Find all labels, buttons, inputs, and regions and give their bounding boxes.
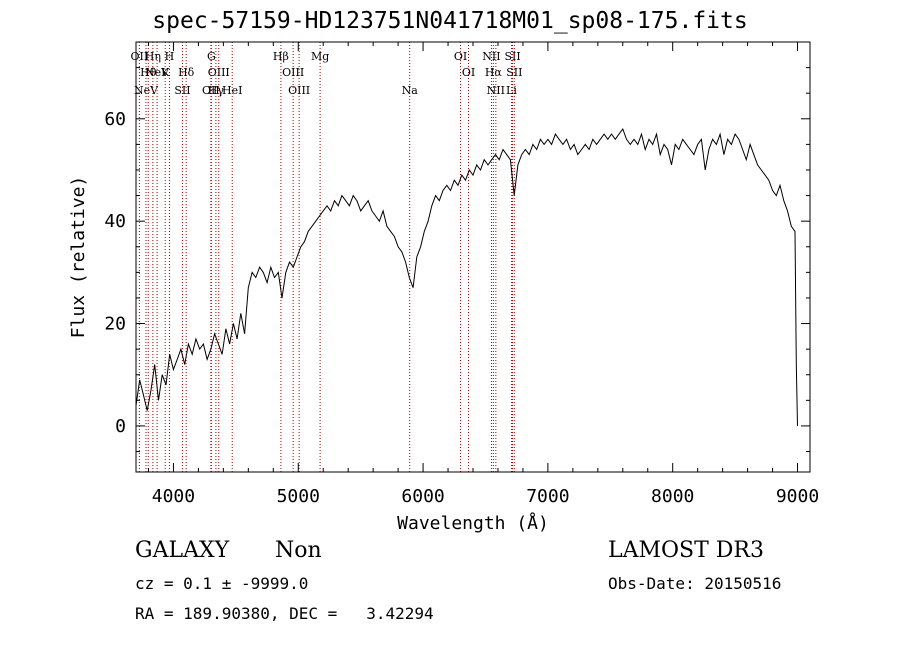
object-subclass: Non <box>275 538 322 563</box>
emission-line-label: OIII <box>208 66 230 79</box>
emission-line-label: NII <box>482 50 500 63</box>
y-tick-label: 0 <box>115 416 126 437</box>
emission-line-label: OII <box>131 50 149 63</box>
emission-line-label: H <box>165 50 175 63</box>
emission-line-label: NeV <box>134 84 159 97</box>
emission-line-label: Mg <box>311 50 329 63</box>
emission-line-label: Hδ <box>178 66 195 79</box>
survey-label: LAMOST DR3 <box>608 538 764 563</box>
emission-line-label: K <box>161 66 170 79</box>
emission-line-label: Na <box>402 84 419 97</box>
emission-line-label: NeV <box>145 66 170 79</box>
emission-line-label: SII <box>504 50 520 63</box>
emission-line-label: SII <box>174 84 190 97</box>
chart-title: spec-57159-HD123751N041718M01_sp08-175.f… <box>152 8 748 34</box>
x-tick-label: 9000 <box>776 486 819 507</box>
emission-line-label: NII <box>487 84 505 97</box>
y-tick-label: 60 <box>104 109 126 130</box>
emission-line-label: SII <box>506 66 522 79</box>
spectrum-line <box>135 127 798 426</box>
emission-line-label: HeI <box>222 84 242 97</box>
emission-line-label: Li <box>506 84 517 97</box>
emission-line-label: Hα <box>485 66 503 79</box>
emission-line-label: Hβ <box>273 50 289 63</box>
emission-line-label: Hθ <box>140 66 157 79</box>
plot-frame <box>135 41 811 473</box>
y-tick-label: 20 <box>104 314 126 335</box>
obs-date-label: Obs-Date: 20150516 <box>608 574 782 593</box>
x-tick-label: 8000 <box>651 486 694 507</box>
emission-line-label: OI <box>462 66 475 79</box>
x-tick-label: 6000 <box>401 486 444 507</box>
emission-line-label: OI <box>454 50 467 63</box>
y-axis-label: Flux (relative) <box>68 176 89 339</box>
emission-line-label: Hη <box>145 50 161 63</box>
emission-line-label: G <box>207 50 216 63</box>
x-axis-label: Wavelength (Å) <box>397 512 549 534</box>
y-tick-label: 40 <box>104 211 126 232</box>
x-tick-label: 5000 <box>277 486 320 507</box>
emission-line-label: OIII <box>288 84 310 97</box>
object-class: GALAXY <box>135 538 230 563</box>
emission-line-label: OIII <box>282 66 304 79</box>
coordinates-label: RA = 189.90380, DEC = 3.42294 <box>135 604 434 623</box>
x-tick-label: 4000 <box>152 486 195 507</box>
redshift-label: cz = 0.1 ± -9999.0 <box>135 574 309 593</box>
x-tick-label: 7000 <box>526 486 569 507</box>
emission-line-label: Hγ <box>208 84 225 97</box>
